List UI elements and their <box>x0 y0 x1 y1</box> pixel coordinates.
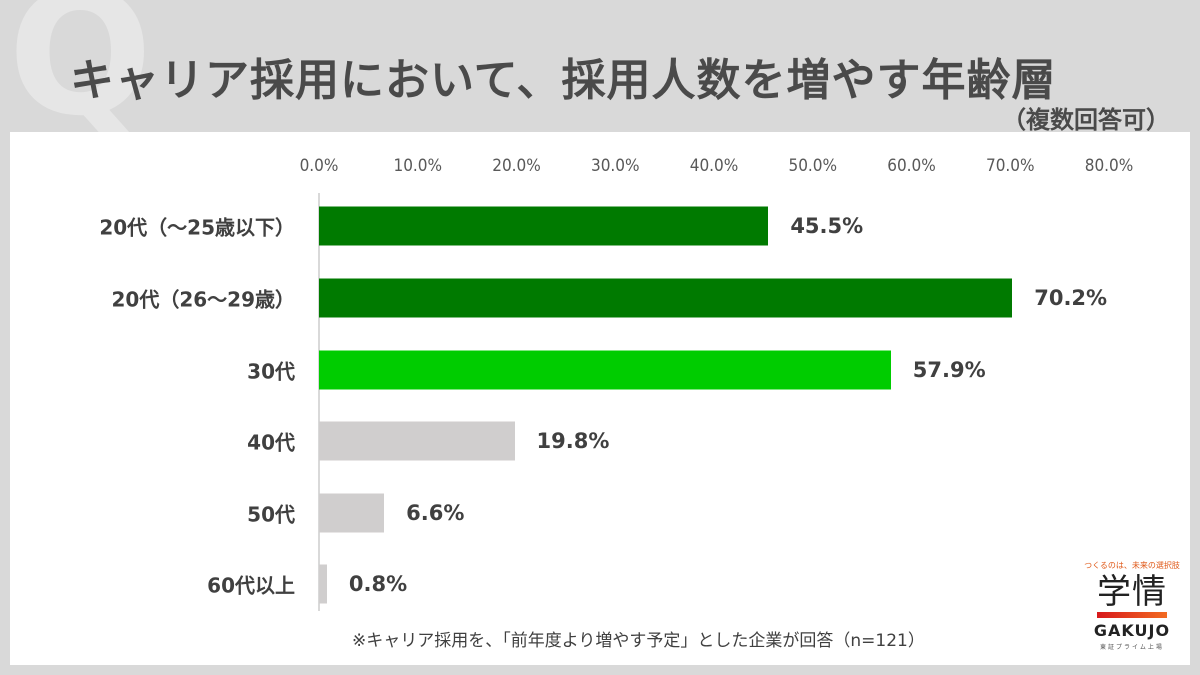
x-axis-tick: 30.0% <box>590 156 640 176</box>
bar-value-label: 57.9% <box>912 358 986 382</box>
category-label: 30代 <box>247 359 295 384</box>
category-label: 50代 <box>247 502 295 527</box>
q-watermark: Q <box>8 0 153 154</box>
category-label: 40代 <box>247 430 295 455</box>
category-label: 20代（～25歳以下） <box>99 215 295 240</box>
category-label: 20代（26～29歳） <box>111 287 296 312</box>
bar-value-label: 19.8% <box>536 429 610 453</box>
bar-value-label: 6.6% <box>406 501 465 525</box>
x-axis-tick: 70.0% <box>985 156 1035 176</box>
x-axis-tick: 10.0% <box>393 156 443 176</box>
footnote: ※キャリア採用を、「前年度より増やす予定」とした企業が回答（n=121） <box>352 631 925 651</box>
y-axis-line <box>318 193 320 611</box>
logo-tagline: つくるのは、未来の選択肢 <box>1084 561 1180 570</box>
x-axis-tick: 80.0% <box>1084 156 1134 176</box>
bar <box>319 206 769 246</box>
logo-stripe <box>1097 612 1167 618</box>
gakujo-logo: つくるのは、未来の選択肢 学情 GAKUJO 東証プライム上場 <box>1082 560 1182 651</box>
logo-wordmark: GAKUJO <box>1093 621 1171 640</box>
x-axis-tick: 0.0% <box>299 156 339 176</box>
bar-value-label: 70.2% <box>1034 286 1108 310</box>
bar <box>319 564 327 604</box>
bar <box>319 493 385 533</box>
bar <box>319 350 891 390</box>
x-axis-tick: 20.0% <box>492 156 541 176</box>
x-axis-tick: 60.0% <box>887 156 936 176</box>
bar-value-label: 45.5% <box>790 214 864 238</box>
chart-title: キャリア採用において、採用人数を増やす年齢層 <box>70 55 1057 106</box>
x-axis-tick: 40.0% <box>689 156 739 176</box>
bar-value-label: 0.8% <box>348 572 408 596</box>
logo-kanji: 学情 <box>1097 572 1167 612</box>
logo-listing: 東証プライム上場 <box>1100 644 1164 651</box>
bar <box>319 278 1013 318</box>
category-label: 60代以上 <box>207 573 295 598</box>
chart-subtitle: （複数回答可） <box>1002 106 1170 134</box>
bar <box>319 421 515 461</box>
x-axis-tick: 50.0% <box>788 156 838 176</box>
